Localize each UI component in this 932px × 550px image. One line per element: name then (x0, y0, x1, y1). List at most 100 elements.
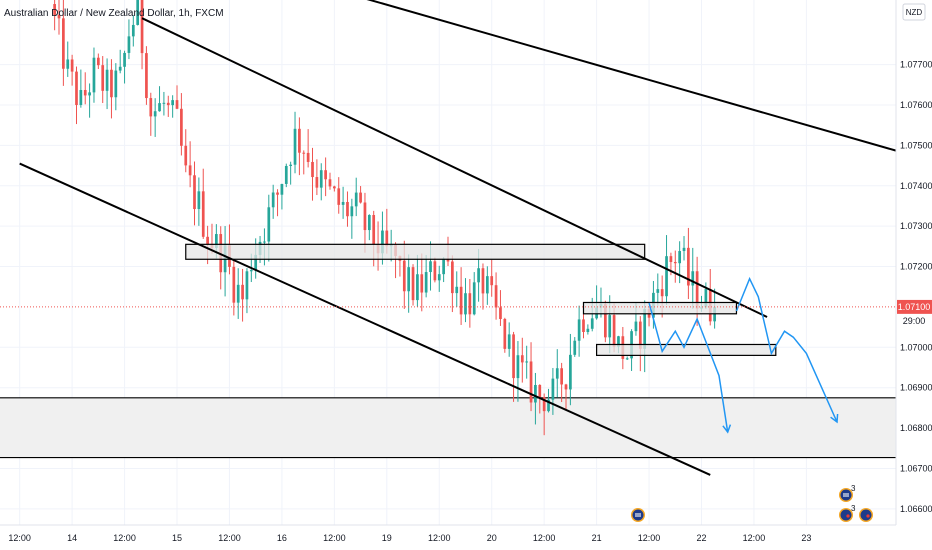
candle-body (472, 282, 476, 315)
event-flag-nz-icon[interactable] (859, 508, 873, 522)
support-zone-fill (0, 397, 896, 458)
candle-body (402, 260, 406, 292)
candle-body (359, 192, 362, 203)
candle-body (455, 286, 459, 294)
candle-body (289, 164, 293, 166)
price-tick-label: 1.07300 (900, 221, 932, 231)
event-flag-nz-icon[interactable] (839, 508, 853, 522)
candle-body (306, 152, 310, 162)
currency-label: NZD (906, 8, 923, 17)
candle-body (446, 258, 450, 262)
time-tick-label: 12:00 (638, 533, 661, 543)
candle-body (538, 384, 542, 398)
candle-body (520, 355, 524, 363)
candle-body (131, 24, 135, 37)
candle-body (96, 57, 100, 66)
candle-body (75, 71, 78, 105)
candle-body (302, 152, 306, 154)
time-tick-label: 21 (592, 533, 602, 543)
long-descending (366, 0, 897, 152)
candle-body (577, 319, 581, 341)
candle-body (162, 102, 166, 104)
event-flag-au-icon[interactable] (631, 508, 645, 522)
price-axis[interactable] (896, 0, 932, 550)
candle-body (267, 207, 271, 242)
currency-badge[interactable]: NZD (902, 3, 926, 21)
candle-body (158, 103, 161, 112)
time-tick-label: 12:00 (743, 533, 766, 543)
candle-body (560, 368, 563, 385)
candle-body (140, 0, 144, 54)
candle-body (608, 315, 612, 338)
candle-body (451, 261, 454, 294)
candle-body (547, 399, 550, 412)
projection-arrowhead (830, 413, 839, 424)
candle-body (551, 378, 555, 400)
candle-body (193, 175, 196, 210)
candle-body (433, 261, 437, 281)
countdown-value: 29:00 (903, 316, 926, 326)
candle-body (586, 328, 590, 332)
candle-body (372, 215, 376, 245)
candle-body (149, 98, 153, 117)
candle-body (416, 274, 419, 301)
candle-body (92, 57, 96, 93)
candle-body (293, 128, 297, 165)
candle-body (634, 321, 638, 332)
candle-body (271, 192, 275, 208)
candle-body (499, 307, 502, 319)
time-tick-label: 12:00 (113, 533, 136, 543)
candle-body (437, 274, 441, 281)
candle-body (319, 170, 323, 188)
candle-body (612, 315, 616, 347)
candle-body (477, 268, 480, 283)
event-flag-au-icon[interactable] (839, 488, 853, 502)
candle-body (468, 293, 472, 315)
candle-body (424, 272, 428, 293)
event-count: 3 (851, 484, 856, 493)
time-axis[interactable] (0, 525, 896, 550)
shaded-support-zone (0, 397, 896, 459)
candle-body (695, 271, 699, 309)
candle-body (249, 270, 253, 272)
candle-body (507, 334, 511, 349)
candle-body (79, 90, 83, 105)
candle-body (442, 258, 445, 275)
price-tick-label: 1.07400 (900, 181, 932, 191)
time-tick-label: 19 (382, 533, 392, 543)
candle-body (582, 319, 585, 332)
countdown-box (897, 313, 932, 327)
candle-body (236, 284, 240, 303)
lower-channel (19, 162, 711, 476)
upper-channel (141, 17, 768, 318)
time-tick-label: 23 (801, 533, 811, 543)
price-tick-label: 1.07500 (900, 140, 932, 150)
candle-body (525, 361, 529, 363)
symbol-title[interactable]: Australian Dollar / New Zealand Dollar, … (4, 8, 224, 19)
candle-body (464, 293, 467, 315)
candle-body (53, 4, 56, 15)
candle-body (367, 215, 371, 231)
candle-body (298, 128, 301, 153)
candle-body (110, 69, 113, 98)
price-tick-label: 1.07200 (900, 262, 932, 272)
candle-body (411, 267, 415, 301)
candle-body (638, 321, 642, 349)
time-tick-label: 20 (487, 533, 497, 543)
candle-body (354, 192, 358, 207)
candle-body (136, 0, 140, 25)
candle-body (603, 304, 607, 338)
candle-body (315, 177, 319, 188)
projection-paths (648, 276, 839, 434)
time-tick-label: 22 (696, 533, 706, 543)
candle-body (534, 384, 537, 403)
candle-body (660, 289, 664, 297)
candle-body (691, 271, 695, 286)
candle-body (656, 289, 660, 293)
candle-body (494, 285, 498, 308)
candle-body (333, 186, 336, 189)
candle-body (214, 234, 218, 248)
time-tick-label: 12:00 (428, 533, 451, 543)
candle-body (153, 111, 157, 117)
